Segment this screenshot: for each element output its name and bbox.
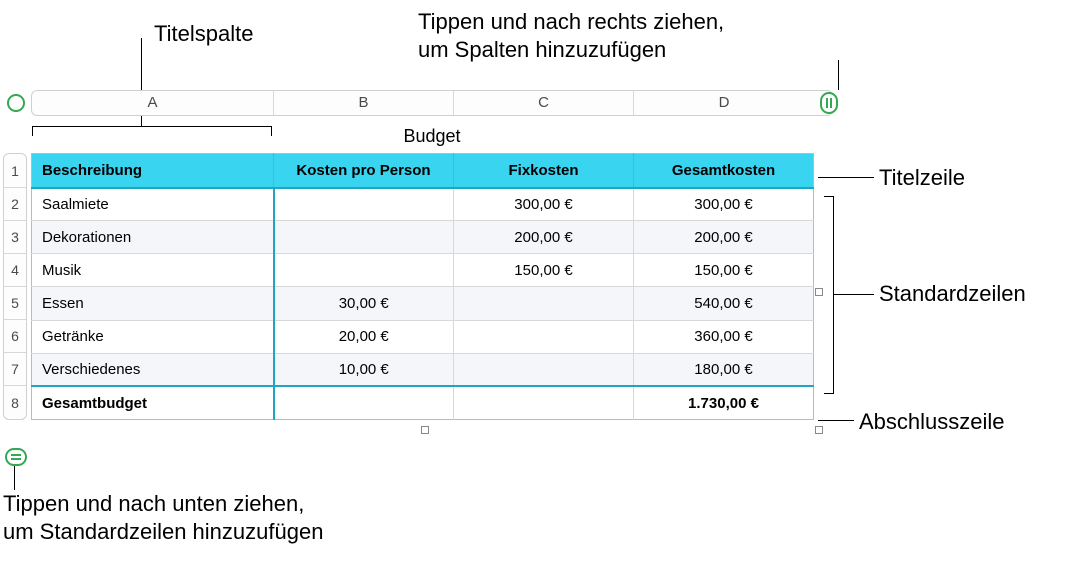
table-row: Essen30,00 € 540,00 € <box>32 287 814 320</box>
data-cell[interactable] <box>454 353 634 386</box>
data-cell[interactable]: 300,00 € <box>454 188 634 221</box>
callout-footer-row: Abschlusszeile <box>859 408 1005 436</box>
table-corner-handle[interactable] <box>7 94 25 112</box>
callout-drag-down: Tippen und nach unten ziehen, um Standar… <box>3 490 323 545</box>
row-header[interactable]: 1 <box>4 154 26 188</box>
callout-title-row: Titelzeile <box>879 164 965 192</box>
callout-line <box>818 420 854 421</box>
data-cell[interactable]: 150,00 € <box>454 254 634 287</box>
callout-text: Tippen und nach rechts ziehen, um Spalte… <box>418 9 724 62</box>
data-cell[interactable] <box>454 287 634 320</box>
row-header[interactable]: 5 <box>4 287 26 320</box>
column-header[interactable]: A <box>32 91 274 115</box>
callout-line <box>14 466 15 490</box>
data-cell[interactable]: 30,00 € <box>274 287 454 320</box>
spreadsheet: ABCD Budget 12345678 BeschreibungKosten … <box>3 90 833 420</box>
data-cell[interactable]: 200,00 € <box>454 221 634 254</box>
add-column-handle[interactable] <box>820 92 838 114</box>
footer-cell[interactable] <box>454 386 634 419</box>
table-row: Getränke20,00 € 360,00 € <box>32 320 814 353</box>
column-header[interactable]: B <box>274 91 454 115</box>
data-cell[interactable]: 10,00 € <box>274 353 454 386</box>
data-cell[interactable] <box>274 188 454 221</box>
row-header[interactable]: 4 <box>4 254 26 287</box>
row-label-cell[interactable]: Saalmiete <box>32 188 274 221</box>
callout-text: Tippen und nach unten ziehen, um Standar… <box>3 491 323 544</box>
row-label-cell[interactable]: Verschiedenes <box>32 353 274 386</box>
table-row: Verschiedenes10,00 € 180,00 € <box>32 353 814 386</box>
column-header[interactable]: C <box>454 91 634 115</box>
table-row: Musik 150,00 €150,00 € <box>32 254 814 287</box>
data-cell[interactable]: 180,00 € <box>634 353 814 386</box>
data-cell[interactable]: 20,00 € <box>274 320 454 353</box>
data-cell[interactable]: 200,00 € <box>634 221 814 254</box>
data-grid[interactable]: BeschreibungKosten pro PersonFixkostenGe… <box>31 153 814 420</box>
row-headers: 12345678 <box>3 153 27 420</box>
row-label-cell[interactable]: Musik <box>32 254 274 287</box>
data-cell[interactable]: 150,00 € <box>634 254 814 287</box>
header-cell[interactable]: Fixkosten <box>454 154 634 188</box>
row-header[interactable]: 8 <box>4 386 26 419</box>
data-cell[interactable] <box>274 254 454 287</box>
callout-line <box>834 294 874 295</box>
callout-body-rows: Standardzeilen <box>879 280 1026 308</box>
selection-handle[interactable] <box>421 426 429 434</box>
column-headers: ABCD <box>31 90 833 116</box>
data-cell[interactable]: 540,00 € <box>634 287 814 320</box>
footer-label-cell[interactable]: Gesamtbudget <box>32 386 274 419</box>
data-cell[interactable]: 300,00 € <box>634 188 814 221</box>
callout-drag-right: Tippen und nach rechts ziehen, um Spalte… <box>418 8 724 63</box>
data-cell[interactable] <box>274 221 454 254</box>
header-cell[interactable]: Beschreibung <box>32 154 274 188</box>
row-header[interactable]: 6 <box>4 320 26 353</box>
footer-row: Gesamtbudget 1.730,00 € <box>32 386 814 419</box>
table-row: Dekorationen 200,00 €200,00 € <box>32 221 814 254</box>
header-row: BeschreibungKosten pro PersonFixkostenGe… <box>32 154 814 188</box>
footer-cell[interactable]: 1.730,00 € <box>634 386 814 419</box>
row-header[interactable]: 7 <box>4 353 26 386</box>
row-label-cell[interactable]: Dekorationen <box>32 221 274 254</box>
row-label-cell[interactable]: Getränke <box>32 320 274 353</box>
selection-handle[interactable] <box>815 426 823 434</box>
data-cell[interactable]: 360,00 € <box>634 320 814 353</box>
header-cell[interactable]: Kosten pro Person <box>274 154 454 188</box>
column-header[interactable]: D <box>634 91 814 115</box>
row-header[interactable]: 2 <box>4 188 26 221</box>
row-header[interactable]: 3 <box>4 221 26 254</box>
data-cell[interactable] <box>454 320 634 353</box>
table-row: Saalmiete 300,00 €300,00 € <box>32 188 814 221</box>
header-cell[interactable]: Gesamtkosten <box>634 154 814 188</box>
add-row-handle[interactable] <box>5 448 27 466</box>
callout-line <box>838 60 839 90</box>
table-title: Budget <box>31 126 833 147</box>
callout-title-column: Titelspalte <box>154 20 253 48</box>
footer-cell[interactable] <box>274 386 454 419</box>
row-label-cell[interactable]: Essen <box>32 287 274 320</box>
selection-handle[interactable] <box>815 288 823 296</box>
